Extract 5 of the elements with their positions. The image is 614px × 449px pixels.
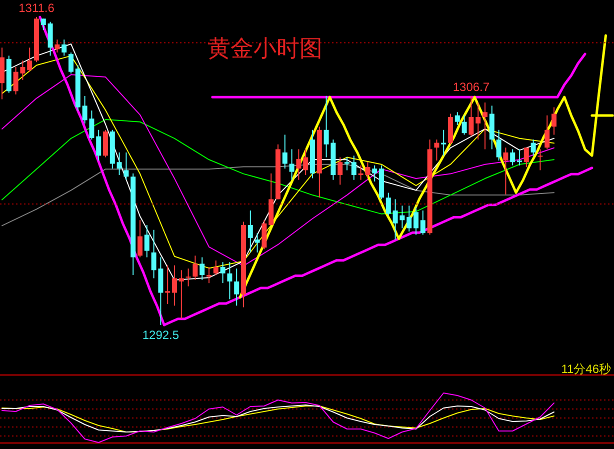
- annotation: 1311.6: [18, 1, 55, 15]
- text: 11分46秒: [561, 362, 611, 376]
- annotation: 1292.5: [142, 328, 180, 342]
- annotation: 1306.7: [452, 80, 490, 94]
- text: 黄金小时图: [208, 35, 322, 61]
